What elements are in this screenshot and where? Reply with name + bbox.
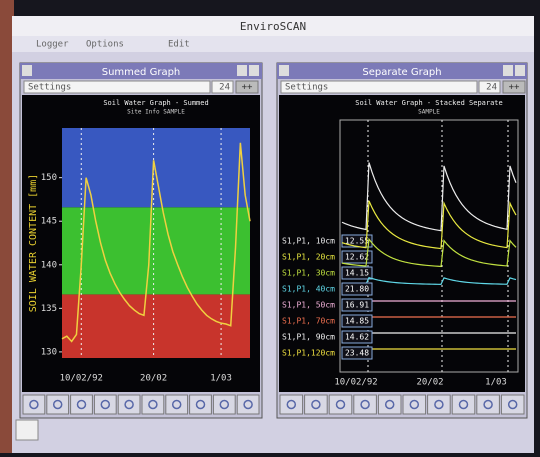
graph-title: Soil Water Graph - Summed xyxy=(103,99,208,107)
tool-button[interactable] xyxy=(94,395,116,414)
settings-label: Settings xyxy=(285,83,328,93)
tool-button[interactable] xyxy=(118,395,140,414)
trace-value: 21.80 xyxy=(345,285,369,294)
tool-button[interactable] xyxy=(237,395,259,414)
window-title: Separate Graph xyxy=(362,67,441,78)
y-tick-label: 130 xyxy=(41,347,57,357)
tool-button[interactable] xyxy=(452,395,475,414)
tool-button[interactable] xyxy=(378,395,401,414)
x-tick-label: 20/02 xyxy=(416,378,443,388)
menu-item[interactable]: Options xyxy=(86,40,124,50)
window-menu-button[interactable] xyxy=(279,65,289,76)
photo-edge xyxy=(0,0,14,453)
tool-button[interactable] xyxy=(23,395,45,414)
tool-button[interactable] xyxy=(403,395,426,414)
minimize-button[interactable] xyxy=(237,65,247,76)
graph-title: Soil Water Graph - Stacked Separate xyxy=(355,99,503,107)
trace-value: 14.15 xyxy=(345,269,369,278)
x-tick-label: 20/02 xyxy=(140,374,167,384)
minimize-button[interactable] xyxy=(503,65,513,76)
tool-button[interactable] xyxy=(305,395,328,414)
tool-button[interactable] xyxy=(329,395,352,414)
tool-button[interactable] xyxy=(71,395,93,414)
app-title: EnviroSCAN xyxy=(240,20,306,33)
tool-button[interactable] xyxy=(428,395,451,414)
trace-label: S1,P1,120cm xyxy=(282,349,335,358)
button-label: ++ xyxy=(242,83,253,93)
trace-label: S1,P1, 10cm xyxy=(282,237,335,246)
trace-value: 23.48 xyxy=(345,349,369,358)
tool-button[interactable] xyxy=(213,395,235,414)
tool-button[interactable] xyxy=(47,395,69,414)
x-tick-label: 1/03 xyxy=(210,374,232,384)
trace-label: S1,P1, 70cm xyxy=(282,317,335,326)
tool-button[interactable] xyxy=(280,395,303,414)
button-label: ++ xyxy=(509,83,520,93)
y-tick-label: 145 xyxy=(41,217,57,227)
graph-subtitle: Site Info SAMPLE xyxy=(127,109,185,116)
trace-label: S1,P1, 50cm xyxy=(282,301,335,310)
page: EnviroSCAN Logger Options Edit Summed Gr… xyxy=(0,0,540,453)
trace-label: S1,P1, 40cm xyxy=(282,285,335,294)
interval: 24 xyxy=(219,83,230,93)
band xyxy=(62,294,250,358)
settings-label: Settings xyxy=(28,83,71,93)
trace-value: 16.91 xyxy=(345,301,369,310)
trace-value: 12.62 xyxy=(345,253,369,262)
tool-button[interactable] xyxy=(354,395,377,414)
menu-item[interactable]: Logger xyxy=(36,40,69,50)
band xyxy=(62,128,250,207)
trace-value: 14.62 xyxy=(345,333,369,342)
summed-plot: 130 135 140 145 150 10/02/92 20/02 1/03 xyxy=(41,128,250,384)
y-tick-label: 135 xyxy=(41,304,57,314)
maximize-button[interactable] xyxy=(249,65,259,76)
trace-label: S1,P1, 20cm xyxy=(282,253,335,262)
interval: 24 xyxy=(486,83,497,93)
band xyxy=(62,207,250,294)
trace-value: 14.85 xyxy=(345,317,369,326)
x-tick-label: 10/02/92 xyxy=(334,378,377,388)
minimized-icon[interactable] xyxy=(16,420,38,440)
tool-button[interactable] xyxy=(166,395,188,414)
graph-subtitle: SAMPLE xyxy=(418,109,440,116)
trace-label: S1,P1, 30cm xyxy=(282,269,335,278)
menu-item[interactable]: Edit xyxy=(168,40,190,50)
window-menu-button[interactable] xyxy=(22,65,32,76)
tool-button[interactable] xyxy=(190,395,212,414)
x-tick-label: 10/02/92 xyxy=(60,374,103,384)
tool-button[interactable] xyxy=(477,395,500,414)
maximize-button[interactable] xyxy=(515,65,525,76)
y-tick-label: 140 xyxy=(41,260,57,270)
y-tick-label: 150 xyxy=(41,173,57,183)
y-axis-label: SOIL WATER CONTENT [mm] xyxy=(28,174,39,312)
x-tick-label: 1/03 xyxy=(485,378,507,388)
trace-label: S1,P1, 90cm xyxy=(282,333,335,342)
window-title: Summed Graph xyxy=(102,67,181,78)
screen: EnviroSCAN Logger Options Edit Summed Gr… xyxy=(0,0,540,453)
tool-button[interactable] xyxy=(142,395,164,414)
tool-button[interactable] xyxy=(501,395,524,414)
